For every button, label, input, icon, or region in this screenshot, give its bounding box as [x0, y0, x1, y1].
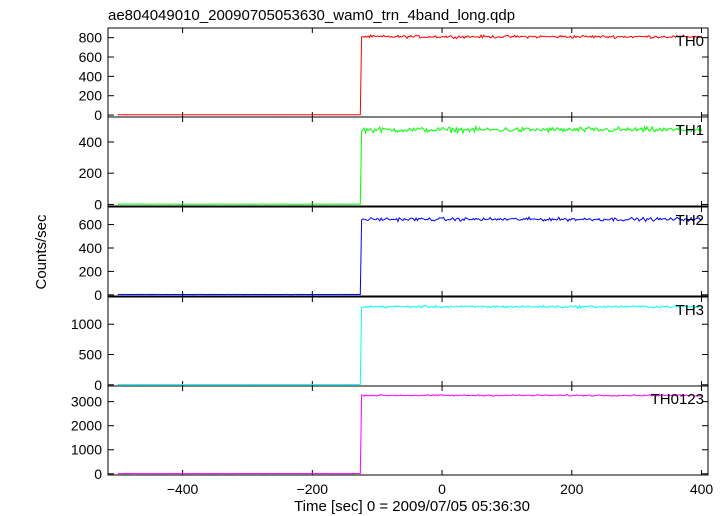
x-tick-label: 400: [690, 481, 714, 497]
x-tick-label: 0: [438, 481, 446, 497]
series-label-th0123: TH0123: [651, 391, 704, 408]
panel-th1: 0 200 400 TH1: [79, 116, 709, 212]
y-tick-label: 1000: [71, 442, 102, 458]
y-tick-label: 400: [79, 240, 103, 256]
series-label-th2: TH2: [676, 212, 704, 229]
y-tick-label: 0: [94, 466, 102, 482]
y-tick-label: 400: [79, 68, 103, 84]
y-tick-label: 200: [79, 165, 103, 181]
y-tick-label: 800: [79, 30, 103, 46]
x-axis: −400 −200 0 200 400: [167, 481, 714, 497]
y-tick-label: 0: [94, 107, 102, 123]
panel-th0123: 0 1000 2000 3000 TH0123: [71, 385, 709, 482]
y-tick-label: 1000: [71, 316, 102, 332]
y-tick-label: 0: [94, 377, 102, 393]
y-tick-label: 500: [79, 347, 103, 363]
panel-frame: [107, 385, 709, 476]
panel-frame: [107, 116, 709, 207]
y-tick-label: 600: [79, 49, 103, 65]
y-tick-label: 0: [94, 196, 102, 212]
panel-frame: [107, 206, 709, 297]
series-th1-line: [117, 124, 702, 205]
y-axis-label: Counts/sec: [33, 214, 50, 290]
chart-title: ae804049010_20090705053630_wam0_trn_4ban…: [108, 7, 515, 24]
panel-frame: [107, 296, 709, 387]
x-tick-label: −400: [167, 481, 199, 497]
series-label-th0: TH0: [676, 33, 704, 50]
series-th0123-line: [117, 393, 702, 475]
y-tick-label: 200: [79, 263, 103, 279]
y-tick-label: 200: [79, 88, 103, 104]
y-tick-label: 3000: [71, 394, 102, 410]
panel-frame: [107, 27, 709, 118]
y-tick-label: 0: [94, 287, 102, 303]
series-label-th3: TH3: [676, 302, 704, 319]
y-tick-label: 2000: [71, 418, 102, 434]
series-th2-line: [117, 216, 702, 296]
x-axis-label: Time [sec] 0 = 2009/07/05 05:36:30: [294, 498, 530, 515]
x-tick-label: −200: [297, 481, 329, 497]
x-tick-label: 200: [560, 481, 584, 497]
y-tick-label: 600: [79, 217, 103, 233]
panel-th3: 0 500 1000 TH3: [71, 296, 709, 393]
series-th0-line: [117, 33, 702, 116]
series-label-th1: TH1: [676, 122, 704, 139]
series-th3-line: [117, 304, 702, 386]
panel-th2: 0 200 400 600 TH2: [79, 206, 709, 303]
y-tick-label: 400: [79, 134, 103, 150]
panel-th0: 0 200 400 600 800 TH0: [79, 27, 709, 123]
